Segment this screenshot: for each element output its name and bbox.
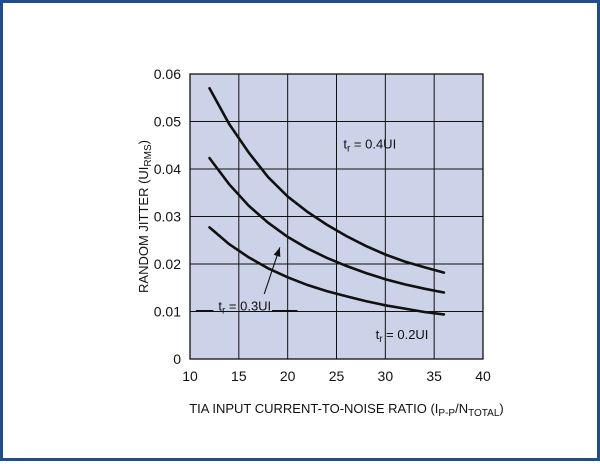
x-axis-title-mid: /N bbox=[455, 401, 468, 416]
y-axis-title-end: ) bbox=[136, 140, 151, 144]
y-axis-title-main: RANDOM JITTER (UI bbox=[136, 167, 151, 293]
y-tick-label: 0.06 bbox=[154, 66, 181, 82]
y-tick-label: 0.01 bbox=[154, 304, 181, 320]
y-tick-label: 0.05 bbox=[154, 114, 181, 130]
series-lines bbox=[208, 87, 446, 316]
curve-label-label-0.2: tr = 0.2UI bbox=[376, 327, 429, 345]
x-tick-label: 15 bbox=[231, 368, 247, 384]
series-line-tr-0.4UI bbox=[208, 87, 446, 274]
x-axis-title-end: ) bbox=[499, 401, 503, 416]
y-tick-label: 0.02 bbox=[154, 256, 181, 272]
series-line-tr-0.2UI bbox=[208, 226, 446, 316]
x-tick-label: 25 bbox=[329, 368, 345, 384]
x-axis-title-sub2: TOTAL bbox=[468, 408, 500, 419]
x-axis-title-main: TIA INPUT CURRENT-TO-NOISE RATIO (I bbox=[189, 401, 438, 416]
curve-label-label-0.4: tr = 0.4UI bbox=[343, 137, 396, 155]
arrow-head bbox=[273, 247, 281, 258]
axis-ticks: 10 15 20 25 30 35 40 0 0.01 0.02 0.03 0.04 0.05 0.06 bbox=[154, 66, 491, 384]
x-tick-label: 35 bbox=[426, 368, 442, 384]
x-axis-title-sub: P-P bbox=[438, 408, 455, 419]
x-axis-title: TIA INPUT CURRENT-TO-NOISE RATIO (IP-P/N… bbox=[189, 401, 504, 419]
y-axis-title: RANDOM JITTER (UIRMS) bbox=[136, 140, 154, 293]
y-tick-label: 0 bbox=[173, 351, 181, 367]
random-jitter-chart: 10 15 20 25 30 35 4000.010.020.030.040.050.06 … bbox=[136, 66, 504, 419]
x-tick-label: 10 bbox=[182, 368, 198, 384]
y-tick-label: 0.04 bbox=[154, 161, 181, 177]
y-axis-title-sub: RMS bbox=[143, 144, 154, 167]
curve-labels: tr = 0.4UI tr = 0.3UI tr = 0.2UI bbox=[195, 137, 429, 345]
plot-border bbox=[189, 73, 484, 360]
x-tick-label: 20 bbox=[280, 368, 296, 384]
curve-label-label-0.3: tr = 0.3UI bbox=[218, 299, 271, 317]
y-tick-label: 0.03 bbox=[154, 209, 181, 225]
x-tick-label: 40 bbox=[475, 368, 491, 384]
series-line-tr-0.3UI bbox=[208, 156, 446, 294]
x-tick-label: 30 bbox=[378, 368, 394, 384]
